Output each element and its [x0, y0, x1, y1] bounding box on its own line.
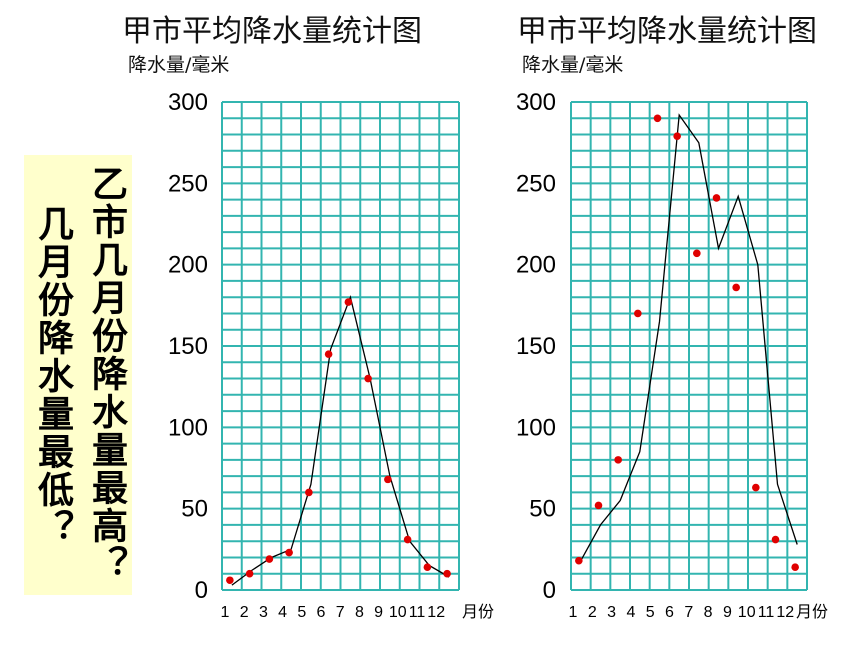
- chart2-data-point: [614, 456, 622, 464]
- chart1-x-tick-label: 1: [221, 604, 230, 621]
- chart2-x-tick-label: 11: [758, 604, 775, 621]
- chart2-y-unit: 降水量/毫米: [522, 54, 624, 76]
- chart2-y-tick-label: 150: [516, 333, 556, 360]
- chart1-x-tick-label: 5: [297, 604, 306, 621]
- chart2-y-tick-label: 200: [516, 252, 556, 279]
- chart2-y-tick-label: 250: [516, 170, 556, 197]
- chart2-x-tick-label: 10: [738, 604, 756, 621]
- chart2-y-tick-label: 100: [516, 414, 556, 441]
- chart2-x-tick-label: 12: [776, 604, 794, 621]
- chart1-x-tick-label: 2: [240, 604, 249, 621]
- chart2-data-point: [712, 194, 721, 202]
- chart1-data-point: [443, 569, 451, 578]
- chart2-x-tick-label: 9: [723, 604, 732, 621]
- chart1-data-point: [265, 555, 274, 563]
- chart2-x-axis-label: 月份: [796, 602, 828, 621]
- chart1-data-point: [226, 576, 234, 585]
- chart1-x-tick-label: 11: [409, 604, 426, 621]
- chart1-data-point: [245, 569, 254, 578]
- chart2-data-point: [653, 114, 662, 123]
- chart2-data-point: [752, 483, 760, 492]
- chart2-y-tick-label: 50: [529, 496, 556, 523]
- chart2-x-tick-label: 3: [607, 604, 616, 621]
- chart1-x-tick-label: 6: [317, 604, 326, 621]
- chart2-series-line: [580, 113, 798, 562]
- chart2-y-tick-label: 300: [516, 89, 556, 116]
- chart1-data-point: [324, 350, 333, 358]
- chart1-x-tick-label: 12: [427, 604, 445, 621]
- chart1-data-point: [364, 374, 372, 383]
- chart2-data-point: [791, 563, 799, 572]
- chart2-data-point: [594, 501, 603, 510]
- chart1-x-tick-label: 4: [278, 604, 287, 621]
- chart1-data-point: [423, 563, 432, 572]
- chart1-x-tick-label: 8: [355, 604, 364, 621]
- chart1-x-axis-label: 月份: [462, 602, 494, 621]
- chart2-data-point: [732, 283, 740, 292]
- chart1-y-tick-label: 100: [168, 414, 208, 441]
- chart1-title: 甲市平均降水量统计图: [122, 14, 422, 49]
- chart1-y-tick-label: 200: [168, 252, 208, 279]
- question-highest: 乙市几月份降水量最高？: [86, 165, 127, 583]
- chart2-title: 甲市平均降水量统计图: [517, 14, 817, 49]
- chart2-data-point: [673, 132, 681, 140]
- chart1-data-point: [403, 535, 412, 544]
- chart2-x-tick-label: 7: [684, 604, 693, 621]
- chart1-x-tick-label: 7: [336, 604, 345, 621]
- chart1-x-tick-label: 3: [259, 604, 268, 621]
- chart1-data-point: [384, 475, 392, 484]
- chart1-data-point: [344, 298, 353, 306]
- question-lowest: 几月份降水量最低？: [32, 205, 73, 547]
- chart1-y-tick-label: 0: [195, 577, 208, 604]
- chart1-y-tick-label: 50: [181, 496, 208, 523]
- chart2-data-point: [634, 309, 642, 318]
- chart2-x-tick-label: 1: [569, 604, 578, 621]
- chart2-x-tick-label: 5: [646, 604, 655, 621]
- chart1-x-tick-label: 10: [389, 604, 407, 621]
- chart1-data-point: [305, 488, 313, 497]
- chart1-data-point: [285, 548, 293, 557]
- chart1-y-tick-label: 250: [168, 170, 208, 197]
- chart1-y-unit: 降水量/毫米: [128, 54, 230, 76]
- chart2-data-point: [771, 535, 780, 544]
- chart2-x-tick-label: 6: [665, 604, 674, 621]
- chart2-data-point: [693, 249, 701, 258]
- chart2-x-tick-label: 8: [704, 604, 713, 621]
- chart1-x-tick-label: 9: [374, 604, 383, 621]
- chart2-x-tick-label: 2: [588, 604, 597, 621]
- chart1-y-tick-label: 150: [168, 333, 208, 360]
- chart2-x-tick-label: 4: [626, 604, 635, 621]
- chart1-y-tick-label: 300: [168, 89, 208, 116]
- chart2-data-point: [575, 556, 583, 565]
- chart2-y-tick-label: 0: [543, 577, 556, 604]
- question-box: 乙市几月份降水量最高？ 几月份降水量最低？: [24, 155, 132, 595]
